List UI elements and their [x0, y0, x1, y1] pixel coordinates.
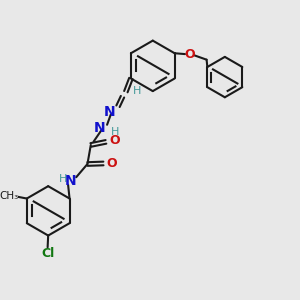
- Text: O: O: [184, 48, 195, 61]
- Text: N: N: [64, 174, 76, 188]
- Text: H: H: [133, 85, 141, 95]
- Text: Cl: Cl: [41, 247, 54, 260]
- Text: H: H: [59, 174, 67, 184]
- Text: O: O: [106, 157, 117, 170]
- Text: CH₃: CH₃: [0, 191, 18, 201]
- Text: H: H: [110, 127, 119, 137]
- Text: O: O: [109, 134, 120, 147]
- Text: N: N: [94, 121, 106, 135]
- Text: N: N: [104, 105, 116, 119]
